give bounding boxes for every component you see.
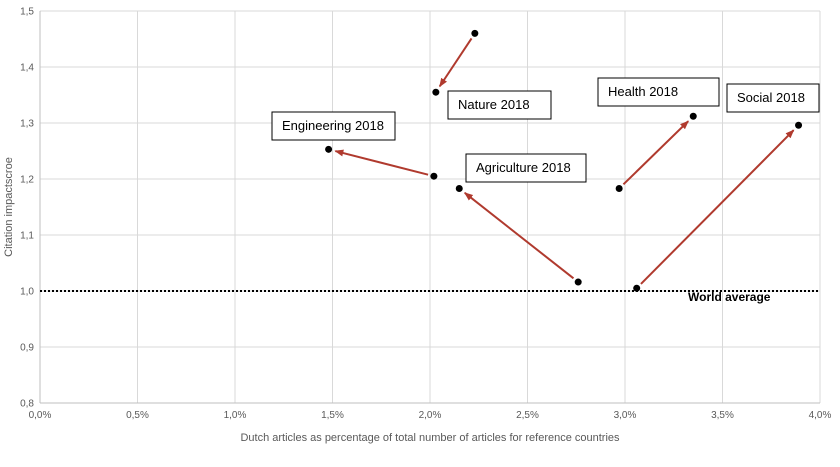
point-health-start [615, 185, 623, 193]
arrow-agriculture [463, 192, 575, 280]
y-tick-label: 1,0 [20, 287, 34, 298]
field-labels: Nature 2018 Engineering 2018 Agriculture 2… [271, 77, 820, 183]
y-tick-label: 1,3 [20, 119, 34, 130]
label-frame-social [726, 83, 820, 113]
label-box-social: Social 2018 [726, 83, 820, 113]
y-tick-label: 1,2 [20, 175, 34, 186]
x-tick-label: 0,5% [126, 410, 149, 421]
label-box-health: Health 2018 [597, 77, 720, 107]
x-tick-label: 4,0% [809, 410, 832, 421]
point-health-end [689, 112, 697, 120]
label-text-nature: Nature 2018 [458, 97, 530, 112]
label-text-health: Health 2018 [608, 84, 678, 99]
y-tick-label: 0,8 [20, 399, 34, 410]
label-frame-health [597, 77, 720, 107]
label-text-social: Social 2018 [737, 90, 805, 105]
x-tick-label: 0,0% [29, 410, 52, 421]
label-box-agriculture: Agriculture 2018 [465, 153, 587, 183]
arrow-nature [438, 37, 473, 88]
x-tick-label: 1,5% [321, 410, 344, 421]
world-average-label: World average [688, 290, 771, 304]
x-tick-label: 1,0% [224, 410, 247, 421]
point-engineering-start [430, 172, 438, 180]
label-text-engineering: Engineering 2018 [282, 118, 384, 133]
label-text-agriculture: Agriculture 2018 [476, 160, 571, 175]
grid [40, 10, 821, 403]
x-tick-label: 3,5% [711, 410, 734, 421]
y-tick-label: 0,9 [20, 343, 34, 354]
point-agriculture-end [455, 185, 463, 193]
point-nature-start [471, 29, 479, 37]
label-frame-engineering [271, 111, 396, 141]
arrows [334, 37, 795, 285]
y-tick-label: 1,4 [20, 63, 34, 74]
arrow-health [622, 120, 689, 186]
point-agriculture-start [574, 278, 582, 286]
y-axis-title: Citation impactscroe [3, 157, 15, 257]
label-box-nature: Nature 2018 [447, 90, 552, 120]
point-nature-end [432, 88, 440, 96]
x-axis-title: Dutch articles as percentage of total nu… [240, 432, 620, 444]
label-box-engineering: Engineering 2018 [271, 111, 396, 141]
arrow-engineering [334, 149, 429, 176]
y-tick-label: 1,5 [20, 7, 34, 18]
label-frame-nature [447, 90, 552, 120]
label-frame-agriculture [465, 153, 587, 183]
points [325, 29, 803, 292]
reference-line-group: World average [40, 290, 820, 304]
axes: 0,8 0,9 1,0 1,1 1,2 1,3 1,4 1,5 0,0% 0,5% 1,0% 1,5%… [20, 7, 831, 422]
x-tick-label: 2,0% [419, 410, 442, 421]
point-social-end [795, 121, 803, 129]
x-tick-label: 3,0% [614, 410, 637, 421]
y-tick-label: 1,1 [20, 231, 34, 242]
arrow-social [640, 129, 795, 285]
x-tick-label: 2,5% [516, 410, 539, 421]
point-social-start [633, 284, 641, 292]
point-engineering-end [325, 145, 333, 153]
